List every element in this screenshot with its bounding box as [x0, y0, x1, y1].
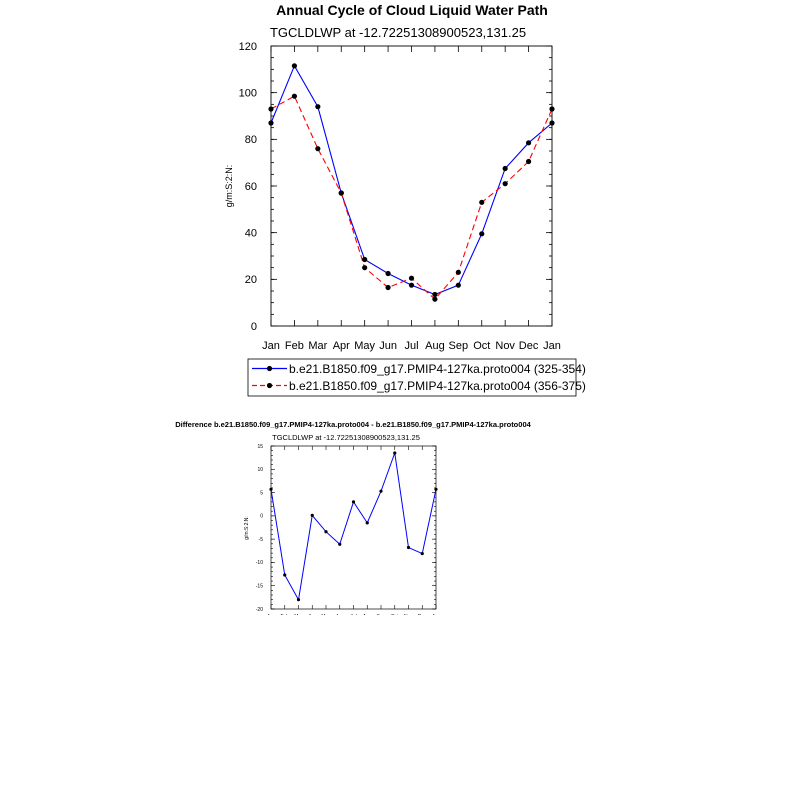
x-tick-label: Dec — [519, 340, 539, 352]
y-tick-label: 15 — [257, 444, 263, 450]
series-1-point — [315, 104, 321, 110]
x-tick-label: May — [354, 340, 375, 352]
chart-subtitle: TGCLDLWP at -12.72251308900523,131.25 — [270, 25, 526, 40]
x-tick-label: Jan — [262, 340, 280, 352]
x-tick-label: Apr — [333, 340, 350, 352]
series-2-point — [315, 146, 321, 152]
series-1-point — [351, 500, 356, 504]
series-1-point — [432, 291, 438, 298]
x-tick-label: Oct — [473, 340, 490, 352]
difference-chart: Difference b.e21.B1850.f09_g17.PMIP4-127… — [175, 420, 531, 615]
x-tick-label: Jan — [432, 614, 440, 615]
x-tick-label: Jan — [543, 340, 561, 352]
x-tick-label: Nov — [495, 340, 515, 352]
series-1-point — [338, 542, 342, 546]
series-2-point — [268, 106, 274, 112]
series-1-point — [310, 513, 314, 517]
series-1-point — [549, 120, 555, 126]
plot-area: 0 20 40 60 80 100 120 Jan Feb Mar Apr May Jun Jul Aug S… — [239, 41, 561, 352]
chart-title: Annual Cycle of Cloud Liquid Water Path — [276, 2, 548, 18]
series-1-point — [408, 282, 415, 288]
x-tick-label: Jan — [267, 614, 275, 615]
x-tick-label: Aug — [363, 614, 372, 615]
x-tick-label: Jul — [350, 614, 356, 615]
series-1-point — [324, 530, 328, 534]
legend-swatch-marker-1 — [266, 365, 273, 372]
y-tick-label: -5 — [259, 537, 264, 543]
legend-label-1: b.e21.B1850.f09_g17.PMIP4-127ka.proto004… — [289, 362, 586, 376]
x-tick-label: Aug — [425, 340, 445, 352]
series-2-point — [385, 284, 391, 291]
series-1-point — [502, 165, 508, 172]
series-1-point — [393, 451, 397, 455]
legend: b.e21.B1850.f09_g17.PMIP4-127ka.proto004… — [247, 358, 586, 397]
x-tick-label: May — [321, 614, 331, 615]
y-tick-label: -20 — [256, 607, 263, 613]
y-tick-label: 40 — [245, 228, 257, 240]
x-tick-label: Feb — [285, 340, 304, 352]
series-2-point — [338, 190, 344, 196]
difference-y-axis-label: g/m:S:2:N: — [244, 516, 250, 540]
legend-swatch-marker-2 — [266, 382, 273, 389]
series-line-1 — [270, 452, 437, 602]
series-1-point — [269, 487, 273, 491]
y-tick-label: 80 — [245, 134, 257, 146]
series-1-point — [283, 573, 287, 577]
y-tick-label: 10 — [257, 467, 263, 473]
series-1-point — [296, 598, 301, 602]
main-chart: Annual Cycle of Cloud Liquid Water Path … — [224, 2, 586, 397]
plot-frame — [270, 445, 437, 610]
series-1-point — [455, 282, 461, 288]
series-2-point — [408, 275, 415, 281]
series-1-point — [420, 551, 424, 556]
legend-box — [247, 358, 577, 397]
x-tick-label: Nov — [404, 614, 413, 615]
y-tick-label: 20 — [245, 274, 257, 286]
x-tick-label: Apr — [308, 614, 316, 615]
y-tick-label: 5 — [260, 490, 263, 496]
x-tick-label: Jun — [336, 614, 344, 615]
series-1-point — [379, 489, 383, 493]
x-tick-label: Oct — [391, 614, 399, 615]
y-tick-label: -10 — [256, 560, 263, 566]
x-tick-label: Sep — [377, 614, 386, 615]
series-2-point — [362, 265, 368, 271]
y-axis-label: g/m:S:2:N: — [224, 165, 234, 208]
y-tick-label: 0 — [260, 514, 263, 520]
series-line-2 — [270, 95, 553, 300]
series-1-point — [268, 120, 274, 126]
y-tick-label: 120 — [239, 41, 257, 53]
series-2-point — [479, 199, 485, 205]
difference-title: Difference b.e21.B1850.f09_g17.PMIP4-127… — [175, 420, 531, 429]
series-2-point — [291, 93, 298, 99]
series-1-point — [385, 270, 391, 277]
x-tick-label: Jun — [379, 340, 397, 352]
x-tick-label: Feb — [280, 614, 289, 615]
series-2-point — [525, 158, 532, 165]
y-tick-label: -15 — [256, 583, 263, 589]
series-line-1 — [270, 64, 553, 296]
difference-plot-area: -20 -15 -10 -5 0 5 10 15 Jan Feb Mar Apr May Jun Jul Au… — [256, 444, 440, 615]
x-tick-label: Mar — [308, 340, 327, 352]
difference-subtitle: TGCLDLWP at -12.72251308900523,131.25 — [272, 433, 420, 442]
x-tick-label: Dec — [418, 614, 427, 615]
series-2-point — [455, 269, 461, 275]
series-1-point — [291, 63, 298, 69]
series-2-point — [432, 296, 438, 302]
series-1-point — [479, 231, 485, 237]
series-1-point — [525, 140, 532, 146]
x-tick-label: Mar — [294, 614, 303, 615]
y-tick-label: 100 — [239, 88, 257, 100]
series-1-point — [365, 521, 369, 525]
y-tick-label: 60 — [245, 181, 257, 193]
series-2-point — [502, 181, 508, 187]
series-1-point — [362, 256, 368, 263]
x-tick-label: Sep — [449, 340, 469, 352]
legend-label-2: b.e21.B1850.f09_g17.PMIP4-127ka.proto004… — [289, 379, 586, 393]
y-tick-label: 0 — [251, 321, 257, 333]
series-1-point — [406, 545, 411, 550]
series-1-point — [434, 487, 438, 491]
x-tick-label: Jul — [404, 340, 418, 352]
series-2-point — [549, 106, 555, 112]
